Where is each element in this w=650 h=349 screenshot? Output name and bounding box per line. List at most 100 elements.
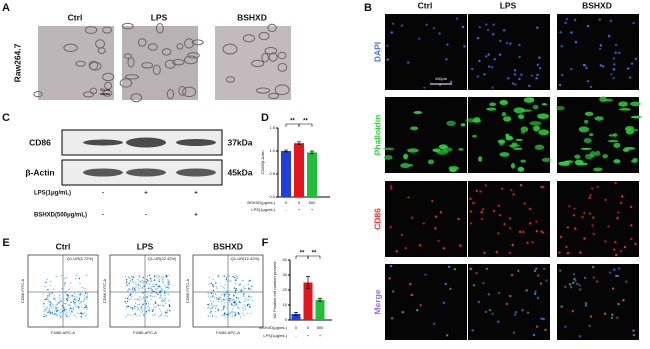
event [218, 276, 220, 278]
event [138, 287, 140, 290]
cell-signal [559, 269, 562, 272]
event [207, 307, 209, 309]
cell-signal [595, 150, 601, 156]
label: A [2, 2, 10, 14]
cell [268, 52, 278, 62]
cell-signal [535, 267, 538, 270]
cell-signal [622, 298, 625, 302]
cell-signal [503, 116, 512, 122]
event [134, 289, 136, 291]
cell-signal [469, 210, 473, 213]
event [161, 275, 163, 278]
event [76, 312, 79, 315]
event [235, 292, 237, 294]
event [64, 277, 66, 280]
event [44, 309, 47, 312]
event [131, 307, 133, 309]
cell-signal [513, 147, 523, 150]
fluorescence-image [557, 14, 639, 90]
event [52, 288, 55, 290]
cell-signal [472, 284, 476, 287]
event [164, 295, 166, 297]
cell-signal [630, 101, 641, 107]
event [77, 307, 79, 309]
cell-signal [520, 126, 529, 133]
cell [141, 62, 154, 69]
event [233, 303, 235, 305]
event [43, 306, 45, 308]
event [164, 292, 166, 294]
event [234, 311, 236, 314]
cell-signal [560, 305, 563, 308]
cell-signal [627, 67, 630, 70]
event [126, 307, 128, 309]
label: Q1-UR(12.42%) [231, 256, 260, 261]
event [243, 292, 246, 295]
cell-signal [617, 211, 620, 214]
event [149, 295, 152, 297]
event [50, 303, 52, 305]
label: + [319, 333, 322, 338]
cell-signal [586, 80, 590, 83]
event [148, 309, 150, 312]
event [62, 287, 65, 290]
event [242, 312, 244, 314]
event [134, 298, 136, 300]
event [152, 290, 154, 293]
cell-signal [479, 190, 482, 193]
event [212, 289, 215, 292]
event [248, 280, 250, 283]
cell-signal [531, 240, 534, 244]
event [65, 308, 68, 311]
cell-signal [570, 31, 573, 34]
cell-signal [498, 53, 502, 56]
event [218, 291, 221, 293]
event [66, 294, 69, 296]
error-bar [284, 149, 288, 153]
event [142, 297, 145, 300]
event [238, 300, 240, 302]
event [78, 306, 81, 309]
event [161, 300, 163, 302]
event [153, 279, 156, 281]
cell-signal [572, 214, 576, 217]
cell-signal [437, 239, 440, 243]
event [224, 293, 227, 296]
event [214, 307, 217, 309]
cell-signal [446, 43, 449, 46]
event [223, 314, 225, 316]
cell [178, 85, 187, 96]
event [247, 304, 249, 306]
event [45, 298, 48, 301]
cell [119, 78, 133, 88]
event [232, 312, 234, 314]
cell-signal [630, 115, 642, 119]
label: CD86-FITC-A [102, 278, 107, 303]
event [140, 298, 143, 300]
event [47, 291, 49, 293]
cell-signal [522, 230, 525, 234]
event [218, 300, 220, 303]
cell [184, 38, 195, 49]
label: 500 [317, 325, 324, 330]
event [162, 305, 164, 307]
event [135, 312, 137, 314]
event [78, 293, 80, 295]
event [132, 286, 134, 289]
event [61, 304, 64, 307]
cell-signal [630, 237, 633, 241]
event [66, 299, 69, 302]
cell-signal [579, 288, 582, 291]
event [164, 297, 166, 300]
event [126, 305, 128, 308]
event [250, 312, 252, 315]
cell-signal [383, 147, 395, 151]
cell-signal [535, 325, 539, 328]
cell-signal [476, 75, 479, 78]
cell-signal [476, 36, 480, 40]
event [211, 306, 213, 308]
event [211, 315, 214, 317]
event [80, 301, 82, 303]
cell-signal [509, 42, 512, 45]
